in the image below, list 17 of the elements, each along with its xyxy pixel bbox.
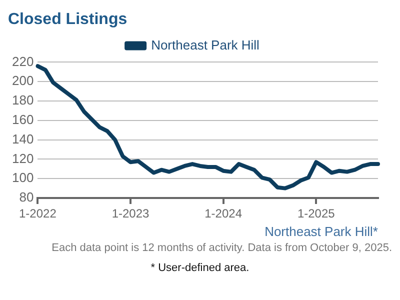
x-axis-title: Northeast Park Hill*	[264, 224, 378, 239]
x-tick-label: 1-2023	[112, 206, 150, 221]
x-tick-label: 1-2022	[19, 206, 57, 221]
legend-label: Northeast Park Hill	[151, 37, 260, 52]
text: * User-defined area.	[150, 262, 250, 274]
y-tick-label: 140	[12, 131, 34, 146]
x-tick-label: 1-2024	[204, 206, 242, 221]
y-tick-label: 80	[19, 190, 34, 205]
y-tick-label: 180	[12, 92, 34, 108]
text: Each data point is 12 months of activity. Data is from October 9, 2025.	[50, 242, 392, 254]
y-tick-label: 160	[12, 112, 34, 127]
y-tick-label: 200	[12, 73, 34, 88]
y-tick-label: 120	[12, 150, 34, 166]
y-tick-label: 100	[12, 170, 34, 186]
y-tick-label: 220	[12, 54, 34, 69]
x-tick-label: 1-2025	[297, 206, 336, 221]
chart-title: Closed Listings	[8, 11, 128, 28]
